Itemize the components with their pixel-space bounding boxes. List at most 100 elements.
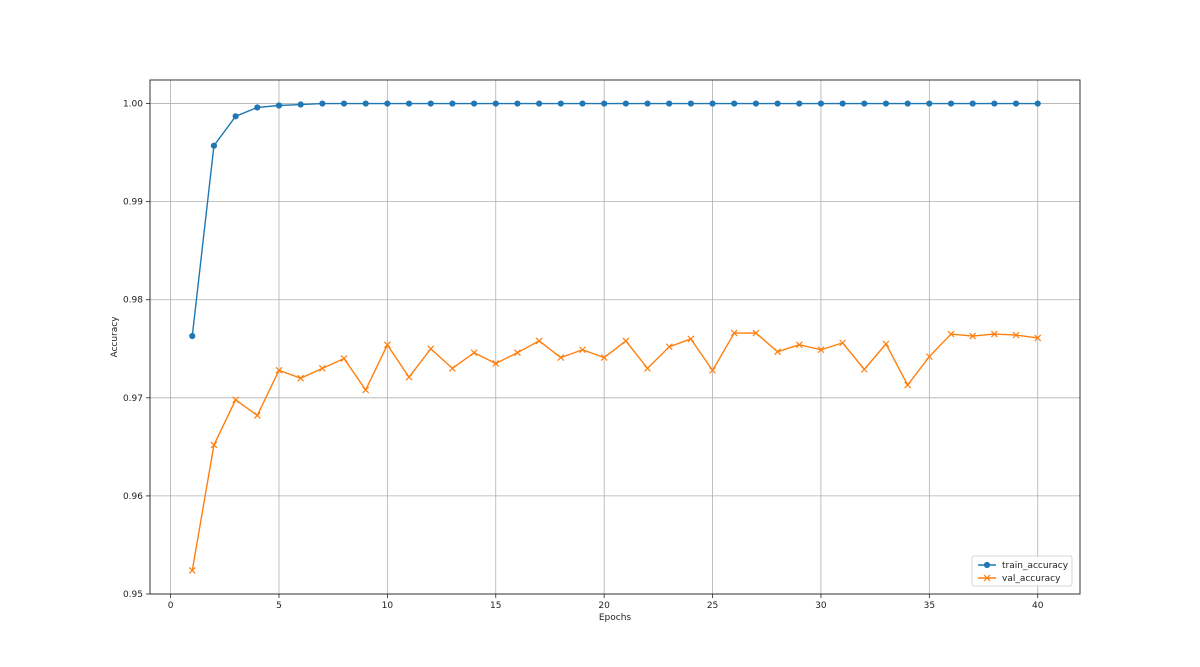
x-marker-stroke: [904, 381, 912, 389]
data-point-val_accuracy: [383, 341, 391, 349]
x-marker-stroke: [340, 355, 348, 363]
data-point-train_accuracy: [579, 100, 586, 107]
data-point-val_accuracy: [665, 343, 673, 351]
y-tick-label: 0.99: [123, 198, 143, 208]
data-point-train_accuracy: [557, 100, 564, 107]
plot-frame: [149, 79, 1081, 595]
ticks: 0 5 10 15 20 25 30 35 40 0.95 0.96 0.97 0.98 0.99 1.00: [123, 100, 1044, 611]
y-tick-label: 0.97: [123, 394, 143, 404]
x-tick-label: 30: [815, 601, 827, 611]
x-marker-stroke: [535, 337, 543, 345]
data-point-val_accuracy: [362, 386, 370, 394]
y-tick-label: 1.00: [123, 100, 143, 110]
y-tick-label: 0.96: [123, 492, 143, 502]
data-point-train_accuracy: [709, 100, 716, 107]
x-marker-stroke: [579, 346, 586, 354]
series-line-val_accuracy: [191, 332, 1038, 571]
data-point-train_accuracy: [991, 100, 998, 107]
data-point-val_accuracy: [1034, 334, 1042, 342]
x-marker-stroke: [709, 366, 716, 374]
data-point-val_accuracy: [947, 330, 955, 338]
x-marker-stroke: [983, 574, 991, 582]
y-tick-label: 0.98: [123, 296, 143, 306]
x-marker-stroke: [795, 341, 803, 349]
data-point-val_accuracy: [752, 329, 760, 337]
data-point-train_accuracy: [232, 113, 239, 120]
x-marker-stroke: [557, 354, 565, 362]
data-point-train_accuracy: [492, 100, 499, 107]
legend-marker-shape: [983, 561, 991, 569]
data-point-val_accuracy: [774, 348, 782, 356]
x-marker-stroke: [1012, 331, 1020, 339]
x-marker-stroke: [470, 349, 478, 357]
data-point-val_accuracy: [470, 349, 478, 357]
data-point-val_accuracy: [275, 366, 283, 374]
data-point-val_accuracy: [448, 364, 456, 372]
x-marker-stroke: [752, 329, 760, 337]
data-point-train_accuracy: [817, 100, 825, 107]
x-marker-stroke: [774, 348, 782, 356]
data-point-val_accuracy: [557, 354, 565, 362]
data-point-val_accuracy: [709, 366, 716, 374]
data-point-val_accuracy: [492, 360, 500, 367]
legend-marker-shape: [983, 574, 991, 582]
data-point-val_accuracy: [579, 346, 586, 354]
x-marker-stroke: [210, 441, 218, 449]
x-tick-label: 35: [924, 601, 935, 611]
x-tick-label: 15: [490, 601, 501, 611]
x-marker-stroke: [969, 332, 977, 340]
x-tick-label: 20: [598, 601, 610, 611]
x-marker-stroke: [730, 329, 738, 337]
data-point-val_accuracy: [514, 349, 521, 357]
x-marker-stroke: [297, 374, 305, 382]
x-marker-stroke: [925, 353, 933, 361]
data-point-train_accuracy: [622, 100, 629, 107]
legend-label-train: train_accuracy: [1002, 561, 1069, 571]
x-marker-stroke: [644, 364, 651, 372]
data-point-train_accuracy: [384, 100, 391, 107]
x-marker-stroke: [622, 337, 630, 345]
x-marker-stroke: [383, 341, 391, 349]
data-point-val_accuracy: [687, 335, 695, 343]
data-point-val_accuracy: [1012, 331, 1020, 339]
data-point-train_accuracy: [926, 100, 933, 107]
data-point-val_accuracy: [904, 381, 912, 389]
data-point-train_accuracy: [449, 100, 456, 107]
data-point-train_accuracy: [839, 100, 846, 107]
data-point-train_accuracy: [319, 100, 326, 107]
x-marker-stroke: [817, 346, 825, 354]
x-marker-stroke: [448, 364, 456, 372]
data-point-train_accuracy: [861, 100, 868, 107]
data-point-train_accuracy: [774, 100, 781, 107]
data-point-val_accuracy: [318, 364, 326, 372]
data-point-train_accuracy: [405, 100, 413, 107]
data-point-val_accuracy: [188, 567, 196, 574]
data-point-val_accuracy: [622, 337, 630, 345]
data-point-train_accuracy: [752, 100, 760, 107]
data-point-val_accuracy: [925, 353, 933, 361]
data-point-train_accuracy: [189, 332, 196, 340]
data-point-train_accuracy: [687, 100, 694, 107]
data-point-train_accuracy: [297, 101, 304, 108]
x-tick-label: 40: [1032, 601, 1044, 611]
data-point-val_accuracy: [232, 396, 240, 404]
x-marker-stroke: [275, 366, 283, 374]
data-point-val_accuracy: [969, 332, 977, 340]
legend-marker-train: [983, 561, 991, 569]
data-point-train_accuracy: [1012, 100, 1020, 107]
legend-box: [971, 555, 1073, 587]
data-point-val_accuracy: [427, 345, 435, 353]
data-point-train_accuracy: [362, 100, 369, 107]
x-marker-stroke: [318, 364, 326, 372]
data-point-val_accuracy: [990, 330, 998, 338]
x-marker-stroke: [188, 567, 196, 574]
data-point-train_accuracy: [904, 100, 911, 107]
x-marker-stroke: [405, 373, 413, 381]
x-marker-stroke: [990, 330, 998, 338]
x-marker-stroke: [860, 365, 868, 373]
data-point-val_accuracy: [817, 346, 825, 354]
x-marker-stroke: [427, 345, 435, 353]
data-point-train_accuracy: [731, 100, 738, 107]
data-point-val_accuracy: [860, 365, 868, 373]
